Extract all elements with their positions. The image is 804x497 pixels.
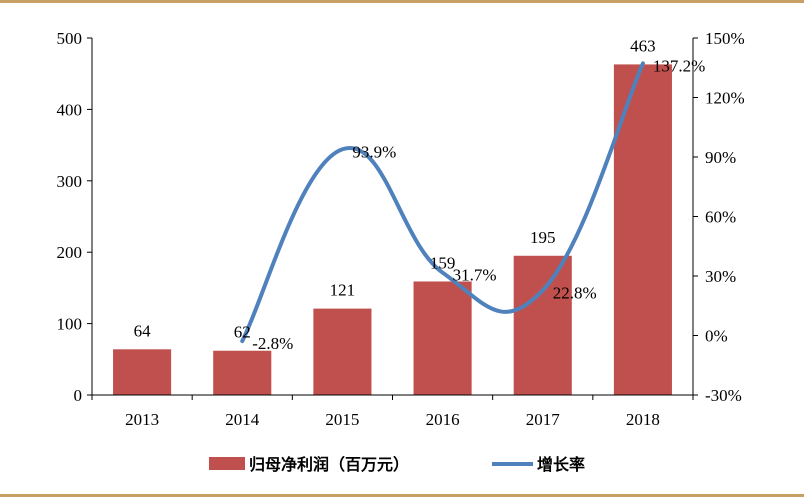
bar-2015 [313,308,372,395]
right-axis-tick-label: 30% [705,267,736,286]
left-axis-tick-label: 200 [57,243,83,262]
growth-rate-line [240,61,645,344]
bar-value-label: 195 [530,228,556,247]
right-axis-tick-label: 150% [705,29,745,48]
right-axis-tick-label: 90% [705,148,736,167]
legend-bar-swatch [209,457,245,470]
left-axis-tick-label: 500 [57,29,83,48]
x-axis-tick-label: 2016 [426,410,460,429]
bar-2013 [113,349,172,395]
bar-value-label: 64 [134,321,152,340]
right-axis-tick-label: 60% [705,208,736,227]
x-axis-tick-label: 2017 [526,410,561,429]
right-axis-tick-label: 0% [705,327,728,346]
left-axis-tick-label: 0 [74,386,83,405]
bar-2016 [413,281,472,395]
growth-rate-label: -2.8% [252,334,293,353]
bar-value-label: 62 [234,323,251,342]
growth-rate-label: 137.2% [653,56,705,75]
right-axis-tick-label: -30% [705,386,742,405]
bar-2014 [213,350,272,395]
left-axis-tick-label: 300 [57,172,83,191]
x-axis-tick-label: 2015 [325,410,359,429]
left-axis-tick-label: 400 [57,100,83,119]
left-axis-tick-label: 100 [57,315,83,334]
bar-value-label: 159 [430,253,456,272]
legend: 归母净利润（百万元） 增长率 [209,455,585,474]
growth-rate-label: 31.7% [453,266,497,285]
x-axis-tick-label: 2013 [125,410,159,429]
right-axis-tick-label: 120% [705,89,745,108]
bar-value-label: 463 [630,36,656,55]
x-axis-tick-label: 2018 [626,410,660,429]
growth-rate-label: 22.8% [553,283,597,302]
legend-line-label: 增长率 [537,455,585,474]
bar-value-label: 121 [330,281,356,300]
bar-2017 [513,255,572,395]
growth-rate-label: 93.9% [352,142,396,161]
x-axis-tick-label: 2014 [225,410,260,429]
legend-bar-label: 归母净利润（百万元） [249,455,409,474]
